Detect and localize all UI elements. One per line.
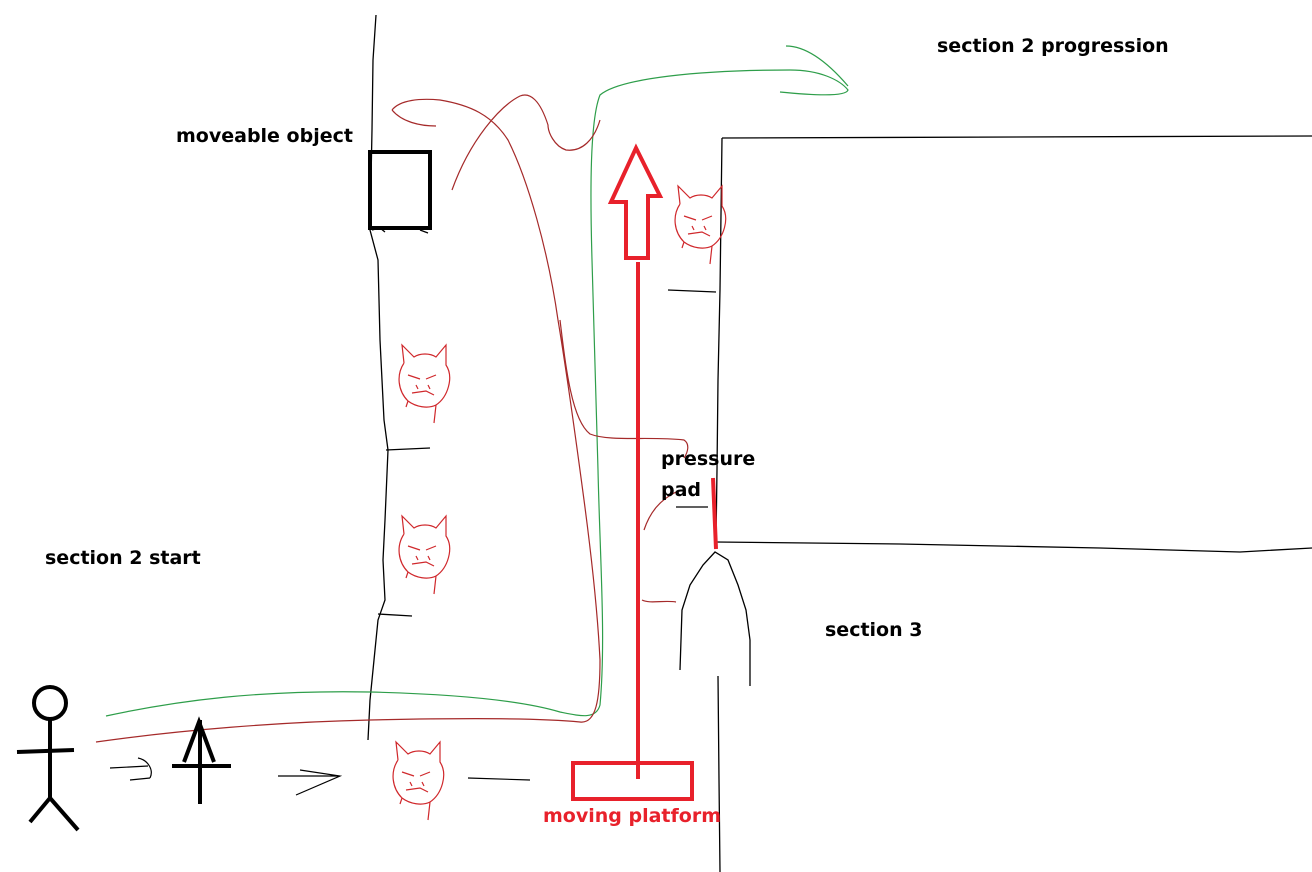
label-moveable-object: moveable object [176,125,353,147]
arrow-up-icon [607,143,664,260]
lower-wall [717,675,721,872]
arch [679,551,751,686]
label-pad: pad [661,479,701,501]
wall-ledge [377,613,413,617]
motion-arrows [109,757,531,796]
jump-arrow-icon [172,716,231,804]
level-walls [367,14,1312,872]
upper-ledge [721,135,1312,139]
ledge-small [667,289,717,293]
tower-wall [715,137,723,541]
wall-ledge [385,447,431,451]
moving-platform-group [571,143,718,801]
moving-platform [571,761,694,801]
pressure-pad-marker [711,477,718,550]
label-pressure: pressure [661,448,755,470]
enemy-face-icon [392,741,445,821]
green-path [105,45,849,717]
label-moving-platform: moving platform [543,805,721,827]
red-path [95,94,689,743]
label-section2-start: section 2 start [45,547,201,569]
lower-ledge [715,541,1312,553]
moveable-object-box [368,150,432,230]
enemy-face-icon [398,344,451,424]
label-section2-progression: section 2 progression [937,35,1169,57]
left-wall [367,14,389,741]
enemy-face-icon [398,515,451,595]
label-section3: section 3 [825,619,922,641]
enemy-face-icon [674,185,727,265]
branch-lines [641,491,677,603]
stick-figure-icon [16,685,80,832]
